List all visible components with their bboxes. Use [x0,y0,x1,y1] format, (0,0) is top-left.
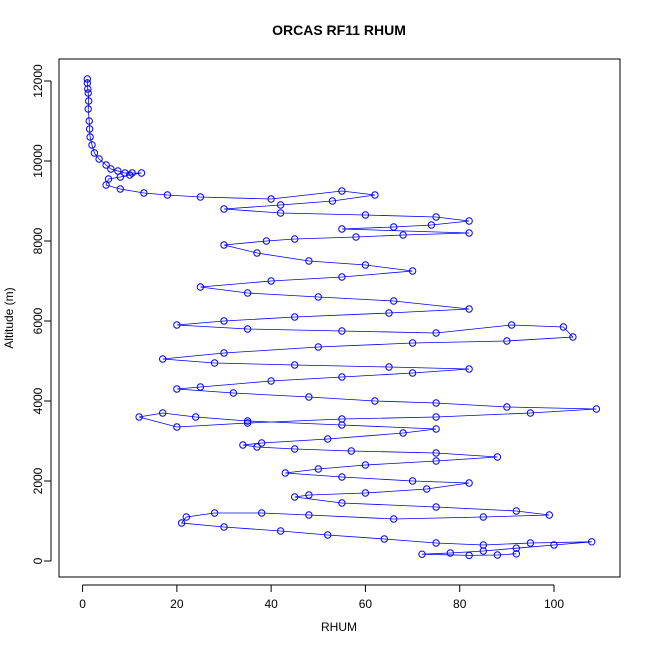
x-tick-label: 60 [359,597,373,611]
axes: 0 20 40 60 80 100 0 2000 4000 6000 8000 10000 12000 [31,64,564,611]
chart-title: ORCAS RF11 RHUM [272,22,406,38]
y-tick-label: 10000 [31,144,45,178]
y-tick-label: 8000 [31,227,45,254]
x-axis-label: RHUM [321,620,357,634]
y-tick-label: 12000 [31,64,45,98]
x-tick-label: 80 [453,597,467,611]
x-tick-label: 40 [264,597,278,611]
y-tick-label: 2000 [31,467,45,494]
y-axis-label: Altitude (m) [2,287,16,348]
x-tick-label: 20 [170,597,184,611]
x-tick-label: 100 [544,597,564,611]
x-tick-label: 0 [79,597,86,611]
y-tick-label: 0 [31,557,45,564]
series-line [87,79,596,555]
series-layer [84,76,600,559]
y-tick-label: 6000 [31,307,45,334]
y-tick-label: 4000 [31,387,45,414]
plot-frame [59,59,620,577]
